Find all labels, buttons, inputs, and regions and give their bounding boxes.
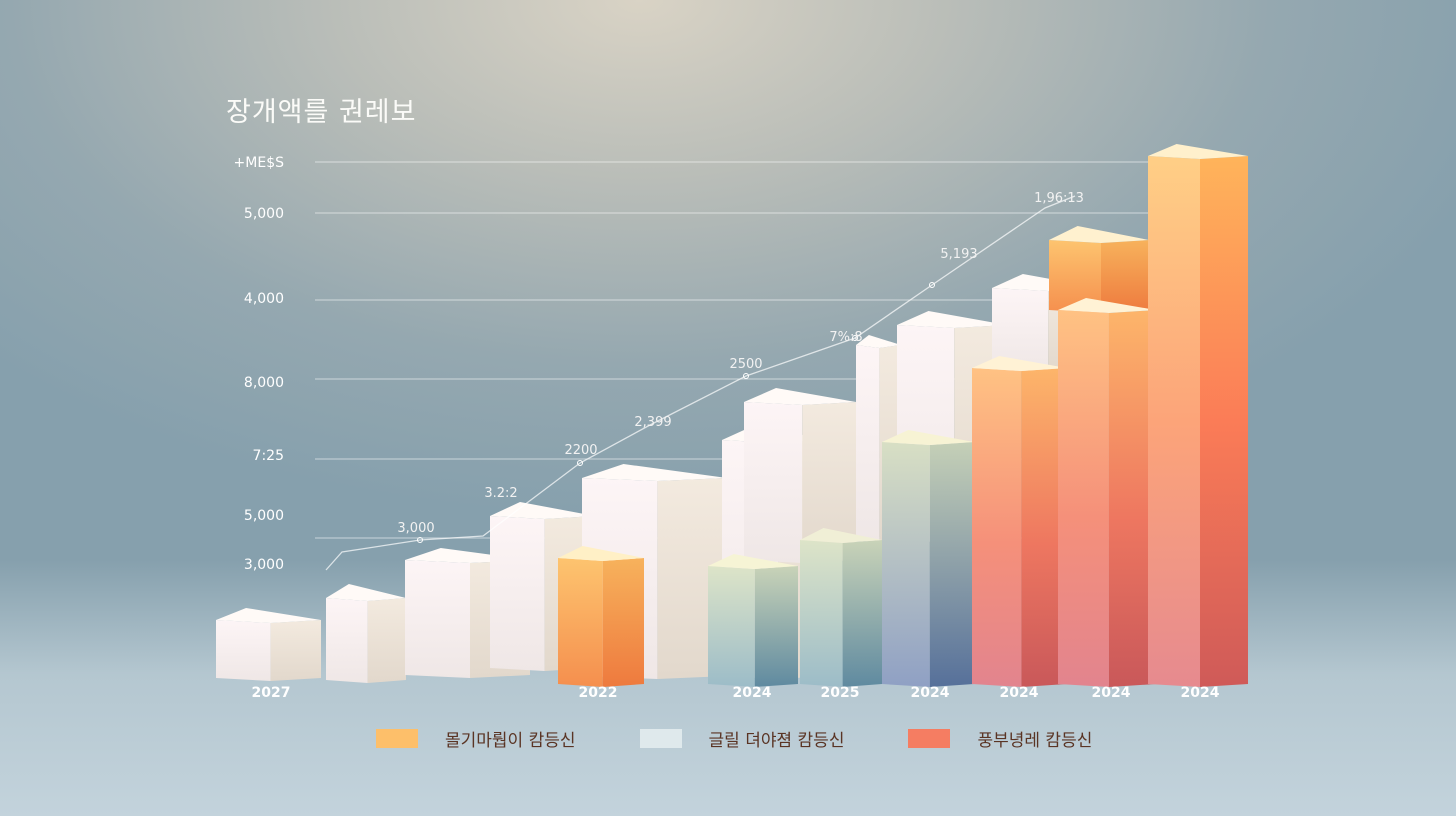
- bar-back-11: [1049, 226, 1149, 313]
- bar-2024-e-top: [1148, 144, 1248, 159]
- bar-2024-c-front: [972, 368, 1022, 687]
- bar-2022: [558, 546, 644, 687]
- bar-2024-b-front: [882, 442, 930, 687]
- trend-point: [417, 537, 423, 543]
- y-tick-label: 8,000: [244, 375, 284, 391]
- x-tick-label: 2025: [821, 685, 860, 701]
- bar-back-5-top: [582, 464, 727, 481]
- bar-2024-a-top: [708, 554, 798, 569]
- bar-2024-b: [882, 430, 974, 687]
- bar-back-3-front: [405, 560, 470, 678]
- x-tick-label: 2027: [252, 685, 291, 701]
- bar-back-10-front: [992, 288, 1049, 373]
- bar-2024-a-side: [754, 566, 798, 687]
- bar-back-11-top: [1049, 226, 1149, 243]
- trend-point: [929, 282, 935, 288]
- legend-label-3: 풍부녕레 캄등신: [977, 731, 1093, 751]
- bar-2025-top: [800, 528, 882, 543]
- bar-2024-a-front: [708, 566, 755, 687]
- bar-2027-back: [216, 608, 321, 681]
- legend-item-1: 몰기마뤕이 캄등신: [376, 726, 576, 751]
- trend-label: 1,96:13: [1034, 191, 1084, 206]
- bar-back-2-top: [326, 584, 406, 601]
- trend-line: [325, 195, 1076, 571]
- legend-label-2: 글릴 뎌야졈 캄등신: [708, 731, 845, 751]
- trend-point: [743, 373, 749, 379]
- y-tick-label: +ME$S: [234, 155, 285, 171]
- legend-swatch-2: [639, 729, 682, 748]
- y-tick-label: 5,000: [244, 508, 284, 524]
- y-tick-label: 5,000: [244, 206, 284, 222]
- x-tick-label: 2024: [1181, 685, 1220, 701]
- bar-2027-back-front: [216, 620, 271, 681]
- bar-2027-back-top: [216, 608, 321, 623]
- y-tick-label: 3,000: [244, 557, 284, 573]
- bar-2024-a: [708, 554, 798, 687]
- bar-2024-e-side: [1200, 156, 1248, 687]
- bar-2025-front: [800, 540, 843, 687]
- trend-label: 2500: [729, 357, 762, 372]
- trend-point: [852, 335, 858, 341]
- bar-2024-c-top: [972, 356, 1067, 371]
- bar-2024-b-side: [929, 442, 974, 687]
- trend-label: 5,193: [940, 247, 977, 262]
- legend-swatch-1: [376, 729, 418, 748]
- bar-back-7-side: [802, 402, 856, 563]
- bar-2022-top: [558, 546, 644, 561]
- bar-back-8-top: [856, 335, 901, 348]
- bar-2024-e: [1148, 144, 1248, 687]
- bar-2025-side: [842, 540, 882, 687]
- x-tick-label: 2024: [1000, 685, 1039, 701]
- y-tick-label: 4,000: [244, 291, 284, 307]
- bar-back-2-side: [367, 598, 406, 683]
- legend-item-3: 풍부녕레 캄등신: [908, 726, 1092, 751]
- bar-back-2: [326, 584, 406, 683]
- bar-2024-d: [1058, 298, 1156, 687]
- trend-label: 3,000: [397, 521, 434, 536]
- bar-2027-back-side: [270, 620, 321, 681]
- bar-back-7-top: [744, 388, 856, 405]
- bar-back-4-top: [490, 502, 595, 519]
- legend-label-1: 몰기마뤕이 캄등신: [445, 731, 576, 751]
- bar-2024-e-front: [1148, 156, 1200, 687]
- trend-point: [577, 460, 583, 466]
- x-tick-label: 2024: [1092, 685, 1131, 701]
- bar-back-7: [744, 388, 856, 563]
- bar-2022-side: [602, 558, 644, 687]
- bar-back-4-front: [490, 516, 545, 671]
- x-tick-label: 2024: [911, 685, 950, 701]
- bar-back-11-front: [1049, 240, 1101, 313]
- y-tick-label: 7:25: [253, 448, 284, 464]
- bar-2024-c-side: [1021, 368, 1067, 687]
- legend-swatch-3: [908, 729, 951, 748]
- trend-label: 3.2:2: [484, 486, 517, 501]
- x-tick-label: 2024: [733, 685, 772, 701]
- bar-2024-d-top: [1058, 298, 1156, 313]
- bar-back-9-top: [897, 311, 1007, 328]
- bar-2024-b-top: [882, 430, 974, 445]
- bar-2022-front: [558, 558, 603, 687]
- x-tick-label: 2022: [579, 685, 618, 701]
- bar-back-11-side: [1101, 240, 1149, 313]
- bar-2025: [800, 528, 882, 687]
- trend-label: 2,399: [634, 415, 671, 430]
- trend-label: 2200: [564, 443, 597, 458]
- chart-title: 장개액를 권레보: [226, 97, 417, 128]
- bar-back-8-front: [856, 345, 880, 543]
- bar-2024-c: [972, 356, 1067, 687]
- bar-2024-d-side: [1108, 310, 1156, 687]
- trend-label: 7%:8: [829, 330, 862, 345]
- legend: 몰기마뤕이 캄등신 글릴 뎌야졈 캄등신 풍부녕레 캄등신: [376, 726, 1156, 751]
- bar-2024-d-front: [1058, 310, 1109, 687]
- bar-back-7-front: [744, 402, 803, 563]
- bar-back-2-front: [326, 598, 368, 683]
- legend-item-2: 글릴 뎌야졈 캄등신: [639, 726, 845, 751]
